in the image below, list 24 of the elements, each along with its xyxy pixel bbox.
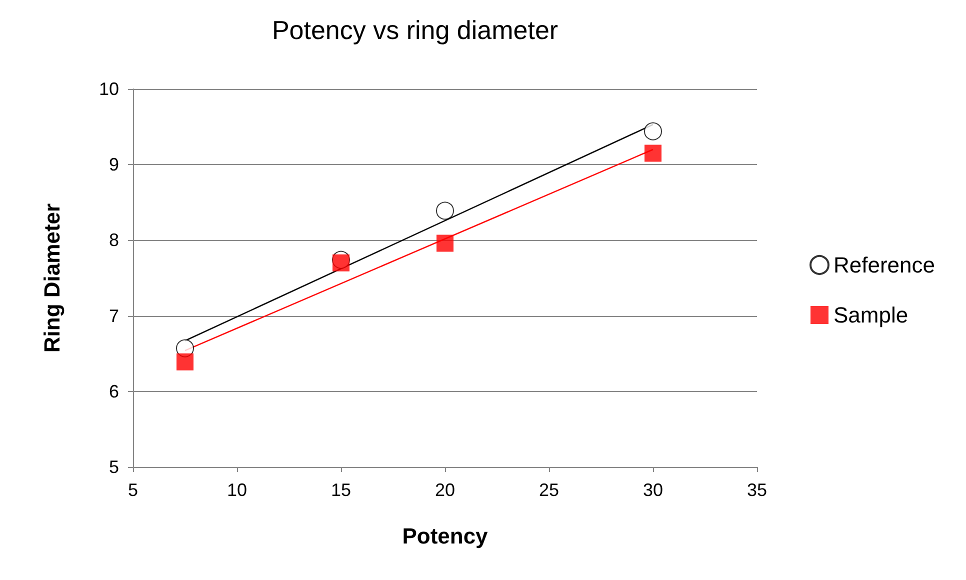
y-tick-label: 10	[98, 79, 119, 99]
y-tick-label: 7	[108, 306, 119, 326]
y-tick-label: 9	[108, 154, 119, 175]
y-tick-label: 8	[108, 230, 119, 250]
y-tick-label: 6	[108, 381, 119, 402]
point	[436, 234, 454, 252]
y-tick-label: 5	[108, 457, 119, 477]
x-tick-label: 5	[128, 480, 138, 500]
chart-title: Potency vs ring diameter	[272, 15, 558, 45]
point	[644, 144, 662, 162]
x-tick-label: 25	[538, 480, 560, 500]
x-tick-label: 15	[330, 480, 352, 500]
x-tick-label: 10	[226, 480, 248, 500]
y-axis-title: Ring Diameter	[40, 202, 64, 353]
x-axis-title: Potency	[402, 524, 489, 548]
point	[644, 122, 662, 140]
legend-label: Reference	[833, 252, 936, 278]
legend-label: Sample	[833, 302, 908, 328]
point	[176, 353, 194, 370]
x-tick-label: 20	[434, 480, 456, 500]
point	[332, 254, 350, 272]
x-tick-label: 35	[746, 480, 768, 500]
point	[436, 202, 454, 220]
x-tick-label: 30	[642, 480, 664, 500]
